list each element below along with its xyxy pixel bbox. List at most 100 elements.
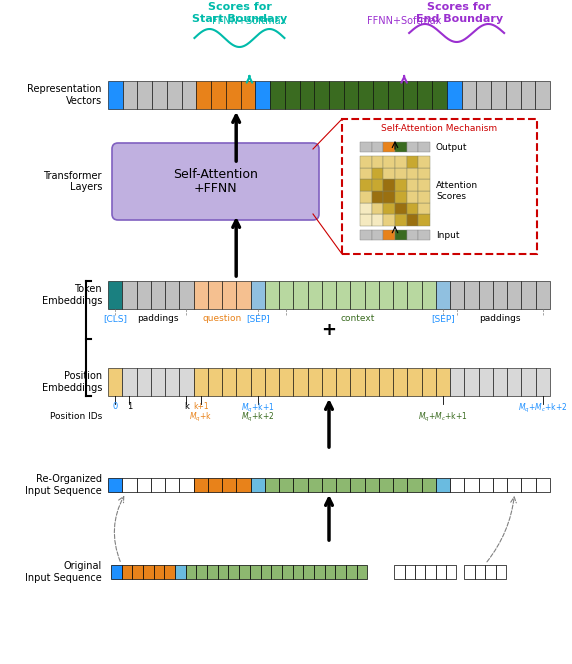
Bar	[372, 156, 383, 168]
Text: Position
Embeddings: Position Embeddings	[42, 371, 102, 393]
Bar	[179, 478, 193, 492]
Text: $M_q$+$M_c$+k+2: $M_q$+$M_c$+k+2	[518, 402, 567, 415]
Bar	[265, 368, 279, 396]
Bar	[255, 81, 270, 109]
Bar	[407, 214, 418, 226]
Text: $M_q$+k+1: $M_q$+k+1	[241, 402, 275, 415]
Bar	[372, 142, 383, 152]
Bar	[123, 81, 137, 109]
Bar	[464, 478, 479, 492]
Bar	[383, 191, 395, 203]
Bar	[436, 281, 450, 309]
Bar	[108, 478, 122, 492]
Bar	[395, 191, 407, 203]
Bar	[462, 81, 476, 109]
Bar	[314, 81, 329, 109]
Text: Scores for
Start Boundary: Scores for Start Boundary	[192, 2, 287, 24]
Bar	[403, 81, 418, 109]
Bar	[395, 168, 407, 179]
Text: Re-Organized
Input Sequence: Re-Organized Input Sequence	[25, 474, 102, 496]
Text: Position IDs: Position IDs	[50, 412, 102, 421]
Bar	[271, 565, 282, 579]
Bar	[193, 478, 208, 492]
Bar	[151, 281, 165, 309]
Bar	[521, 81, 535, 109]
Text: Scores for
End Boundary: Scores for End Boundary	[416, 2, 503, 24]
Text: [SEP]: [SEP]	[431, 314, 455, 323]
Bar	[308, 478, 322, 492]
Bar	[496, 565, 506, 579]
Bar	[475, 565, 485, 579]
Bar	[196, 565, 207, 579]
Bar	[418, 214, 430, 226]
Bar	[383, 168, 395, 179]
Bar	[360, 179, 372, 191]
Bar	[372, 179, 383, 191]
Bar	[373, 81, 388, 109]
Bar	[279, 281, 293, 309]
Bar	[464, 281, 479, 309]
Bar	[265, 478, 279, 492]
Text: FFNN+Softmax: FFNN+Softmax	[212, 16, 287, 26]
Bar	[364, 478, 379, 492]
Bar	[360, 168, 372, 179]
Bar	[154, 565, 164, 579]
Bar	[325, 565, 335, 579]
Bar	[285, 81, 300, 109]
Bar	[360, 214, 372, 226]
Text: Self-Attention
+FFNN: Self-Attention +FFNN	[173, 167, 258, 195]
Bar	[493, 368, 507, 396]
Bar	[404, 565, 415, 579]
Bar	[395, 214, 407, 226]
Bar	[300, 81, 314, 109]
Bar	[308, 281, 322, 309]
Bar	[372, 203, 383, 214]
Bar	[351, 368, 364, 396]
Bar	[279, 478, 293, 492]
Bar	[395, 230, 407, 240]
Bar	[393, 281, 407, 309]
Bar	[464, 565, 475, 579]
Bar	[151, 368, 165, 396]
Bar	[270, 81, 285, 109]
Bar	[137, 81, 152, 109]
Bar	[265, 281, 279, 309]
Bar	[372, 191, 383, 203]
Bar	[208, 478, 222, 492]
Bar	[522, 478, 536, 492]
Bar	[336, 281, 351, 309]
Bar	[388, 81, 403, 109]
Text: Input: Input	[436, 230, 459, 240]
Bar	[407, 191, 418, 203]
Bar	[447, 81, 462, 109]
Bar	[137, 281, 151, 309]
Bar	[179, 368, 193, 396]
Bar	[329, 81, 344, 109]
Bar	[293, 281, 308, 309]
Bar	[314, 565, 325, 579]
Bar	[251, 478, 265, 492]
Bar	[228, 565, 239, 579]
Text: $M_q$+$M_c$+k+1: $M_q$+$M_c$+k+1	[418, 411, 468, 424]
Bar	[211, 81, 226, 109]
Bar	[351, 281, 364, 309]
Bar	[165, 368, 179, 396]
Bar	[293, 368, 308, 396]
Bar	[357, 565, 367, 579]
Bar	[282, 565, 293, 579]
Bar	[344, 81, 359, 109]
Bar	[395, 142, 407, 152]
Bar	[222, 478, 236, 492]
Bar	[446, 565, 456, 579]
Text: Representation
Vectors: Representation Vectors	[27, 84, 102, 106]
Bar	[407, 168, 418, 179]
Bar	[251, 281, 265, 309]
Bar	[222, 281, 236, 309]
Bar	[251, 368, 265, 396]
Text: question: question	[202, 314, 242, 323]
Text: k+1: k+1	[193, 402, 208, 411]
Bar	[122, 565, 132, 579]
Text: Original
Input Sequence: Original Input Sequence	[25, 561, 102, 583]
Bar	[407, 142, 418, 152]
Bar	[418, 168, 430, 179]
